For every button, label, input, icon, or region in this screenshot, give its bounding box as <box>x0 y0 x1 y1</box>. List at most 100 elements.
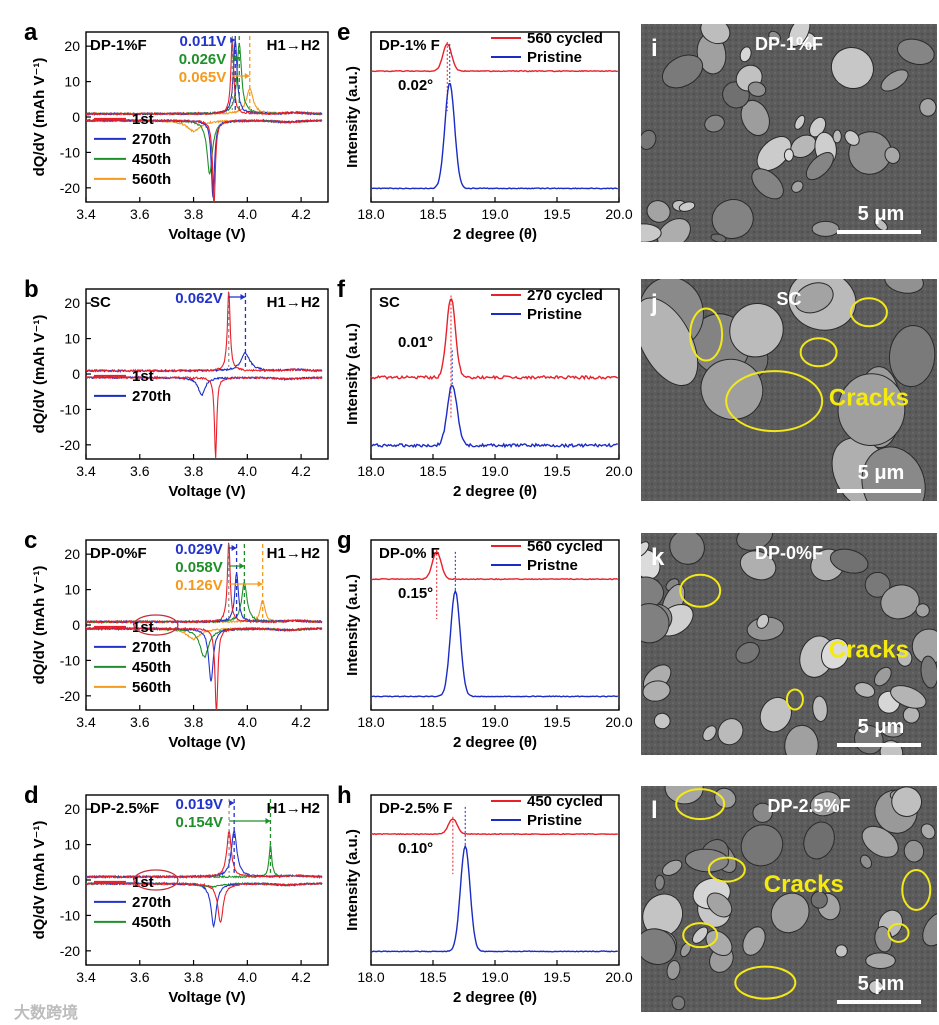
grain-particle <box>920 655 937 689</box>
legend-entry: 450th <box>132 659 171 676</box>
sem-image <box>641 533 937 755</box>
series-line-1st-discharge <box>86 626 323 710</box>
x-tick-label: 4.0 <box>238 714 258 730</box>
series-line-1st-discharge <box>86 118 323 202</box>
curves <box>86 291 323 459</box>
x-tick-label: 18.0 <box>357 714 384 730</box>
shift-arrowhead <box>240 294 246 300</box>
grain-particle <box>717 718 744 746</box>
shift-value: 0.154V <box>176 814 224 831</box>
y-tick-label: 20 <box>64 38 80 54</box>
grain-particle <box>661 54 704 89</box>
legend-entry: 270th <box>132 894 171 911</box>
crack-highlight <box>785 688 804 711</box>
grain-particle <box>919 98 937 117</box>
panel-label: l <box>651 797 658 824</box>
y-axis-label: Intensity (a.u.) <box>344 574 361 676</box>
shift-arrowhead <box>231 545 237 551</box>
grain-particle <box>641 129 657 150</box>
crack-highlight <box>682 922 719 949</box>
x-tick-label: 4.2 <box>291 714 311 730</box>
x-tick-label: 4.2 <box>291 206 311 222</box>
crack-highlight <box>799 337 838 368</box>
y-axis-label: dQ/dV (mAh V⁻¹) <box>31 315 48 434</box>
crack-highlight <box>734 965 797 1000</box>
shift-value: 0.10° <box>398 840 433 857</box>
grain-particle <box>641 223 662 242</box>
grain-particle <box>834 944 848 958</box>
x-tick-label: 4.0 <box>238 206 258 222</box>
panel-title: DP-1% F <box>379 37 440 54</box>
grain-particle <box>739 46 752 63</box>
grain-particle <box>700 358 764 420</box>
grain-particle <box>891 786 923 817</box>
grain-particle <box>874 218 888 232</box>
curves <box>86 542 323 710</box>
grain-particle <box>671 995 686 1011</box>
cracks-label: Cracks <box>829 385 909 412</box>
cracks-label: Cracks <box>829 636 909 663</box>
highlight-ellipse <box>133 869 179 891</box>
grain-particle <box>654 874 665 891</box>
x-tick-label: 3.4 <box>76 969 96 985</box>
grain-particle <box>739 550 777 581</box>
grain-particle <box>752 802 773 823</box>
x-tick-label: 4.0 <box>238 969 258 985</box>
x-axis-label: Voltage (V) <box>168 989 245 1006</box>
series-line-270 cycled <box>370 298 619 381</box>
shift-arrowhead <box>257 581 263 587</box>
x-tick-label: 19.0 <box>481 969 508 985</box>
grain-particle <box>641 603 670 644</box>
x-tick-label: 18.5 <box>419 714 446 730</box>
sem-image <box>641 786 937 1012</box>
legend-entry: 270th <box>132 131 171 148</box>
panel-c: 3.4 3.6 3.8 4.0 4.2 20 10 0 -10 -20 Voltage (V) dQ/… <box>24 527 329 751</box>
x-tick-label: 4.2 <box>291 463 311 479</box>
sem-title: DP-2.5%F <box>767 796 850 816</box>
scale-bar-label: 5 μm <box>858 203 905 225</box>
panel-title: DP-2.5%F <box>90 800 159 817</box>
grain-particle <box>861 446 926 501</box>
grain-particle <box>788 24 811 48</box>
crack-highlight <box>887 922 910 943</box>
grain-particle <box>641 297 699 387</box>
x-axis-label: 2 degree (θ) <box>453 226 537 243</box>
panel-label: d <box>24 782 39 809</box>
grain-particle <box>768 30 781 43</box>
crack-highlight <box>901 868 932 911</box>
panel-title: SC <box>379 294 400 311</box>
y-axis-label: dQ/dV (mAh V⁻¹) <box>31 821 48 940</box>
panel-e: 18.0 18.5 19.0 19.5 20.0 2 degree (θ) Intensit… <box>337 19 633 243</box>
x-tick-label: 3.8 <box>184 463 204 479</box>
grain-particle <box>751 168 784 200</box>
panel-title: DP-0% F <box>379 545 440 562</box>
x-tick-label: 3.8 <box>184 206 204 222</box>
grain-particle <box>705 929 733 956</box>
panel-label: j <box>650 290 658 317</box>
grain-particle <box>783 148 794 162</box>
x-axis-label: 2 degree (θ) <box>453 483 537 500</box>
sem-title: DP-0%F <box>755 543 823 563</box>
grain-particle <box>742 926 766 956</box>
series-line-Pristine <box>370 385 618 449</box>
sem-title: SC <box>776 289 801 309</box>
panel-title: DP-2.5% F <box>379 800 452 817</box>
x-tick-label: 18.0 <box>357 969 384 985</box>
grain-particle <box>641 928 677 965</box>
grain-particle <box>759 696 792 733</box>
grain-particle <box>821 638 850 670</box>
shift-arrowhead <box>234 55 240 61</box>
shift-value: 0.029V <box>175 541 223 558</box>
grain-particle <box>897 38 935 65</box>
sem-panel-j: SC j 5 μm Cracks <box>641 279 937 501</box>
panel-a: 3.4 3.6 3.8 4.0 4.2 20 10 0 -10 -20 Voltage (V) dQ/… <box>24 19 329 243</box>
x-tick-label: 18.0 <box>357 206 384 222</box>
grain-particle <box>884 279 924 294</box>
panel-label: a <box>24 19 38 46</box>
crack-highlight <box>707 856 746 883</box>
grain-particle <box>903 839 925 863</box>
crack-highlight <box>675 788 726 821</box>
x-tick-label: 18.5 <box>419 206 446 222</box>
legend-entry: 450th <box>132 151 171 168</box>
series-line-1st-charge <box>86 291 323 373</box>
